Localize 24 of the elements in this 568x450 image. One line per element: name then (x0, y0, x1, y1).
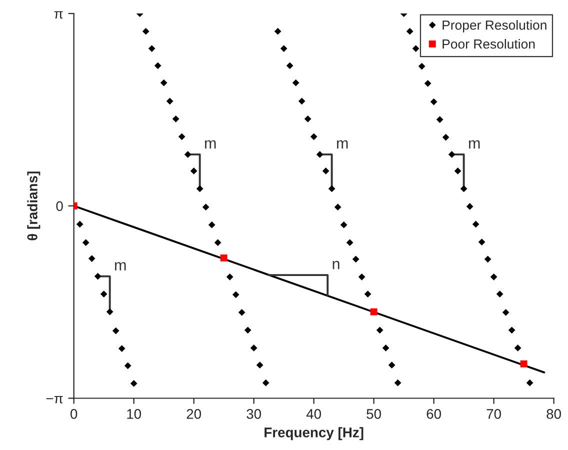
series-label: m (468, 140, 480, 148)
series-label: m (115, 262, 126, 270)
y-tick-label: −π (46, 396, 63, 404)
x-tick-label: 30 (246, 409, 262, 419)
x-tick-label: 50 (366, 409, 381, 419)
point (370, 308, 378, 316)
legend-label: Poor Resolution (442, 38, 535, 49)
y-tick-label: 0 (56, 201, 63, 212)
legend-label: Proper Resolution (442, 20, 546, 32)
x-tick-label: 70 (486, 409, 501, 419)
x-tick-label: 40 (306, 409, 321, 419)
y-tick-label: π (54, 11, 63, 19)
x-axis-title: Frequency [Hz] (264, 427, 364, 440)
series-label: m (205, 140, 216, 148)
point (520, 360, 528, 368)
series-label: n (332, 260, 340, 270)
point (220, 254, 228, 262)
x-tick-label: 0 (70, 409, 78, 419)
x-tick-label: 80 (546, 409, 561, 419)
y-axis-title: θ [radians] (27, 172, 40, 240)
series-label: m (337, 140, 348, 148)
x-tick-label: 60 (426, 409, 441, 419)
x-tick-label: 10 (127, 409, 142, 419)
x-tick-label: 20 (186, 409, 202, 419)
